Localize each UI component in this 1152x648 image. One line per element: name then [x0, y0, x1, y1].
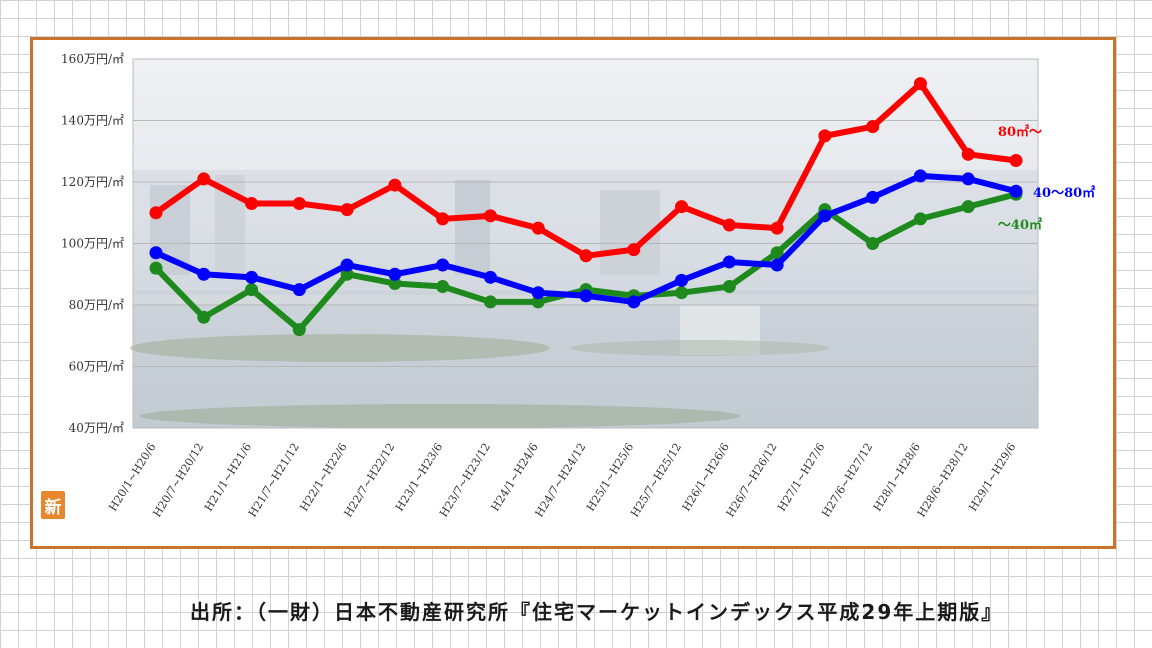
- x-tick-label: H25/1~H25/6: [584, 441, 636, 514]
- data-point: [1009, 184, 1023, 198]
- data-point: [722, 218, 736, 232]
- data-point: [149, 261, 163, 275]
- y-tick-label: 120万円/㎡: [61, 175, 124, 189]
- data-point: [388, 276, 402, 290]
- x-tick-label: H22/7~H22/12: [341, 441, 397, 520]
- data-point: [961, 147, 975, 161]
- series-labels: 80㎡～ 40～80㎡ ～40㎡: [998, 124, 1095, 233]
- plot-area-border: [132, 58, 1039, 429]
- data-point: [245, 270, 259, 284]
- x-tick-label: H26/7~H26/12: [724, 441, 780, 520]
- x-tick-label: H24/1~H24/6: [489, 441, 541, 514]
- x-tick-label: H21/1~H21/6: [202, 441, 254, 514]
- data-point: [340, 267, 354, 281]
- data-point: [913, 212, 927, 226]
- data-point: [245, 197, 259, 211]
- line-chart: 160万円/㎡ 140万円/㎡ 120万円/㎡ 100万円/㎡ 80万円/㎡ 60万円/㎡…: [61, 52, 1095, 520]
- data-point: [1009, 153, 1023, 167]
- x-tick-label: H22/1~H22/6: [297, 441, 349, 514]
- data-point: [436, 212, 450, 226]
- series-label: 40～80㎡: [1033, 185, 1095, 201]
- x-tick-label: H20/1~H20/6: [106, 441, 158, 514]
- data-point: [483, 270, 497, 284]
- series-label: 80㎡～: [998, 124, 1042, 140]
- x-tick-label: H26/1~H26/6: [680, 441, 732, 514]
- x-tick-label: H20/7~H20/12: [150, 441, 206, 520]
- data-point: [531, 221, 545, 235]
- data-point: [770, 258, 784, 272]
- data-point: [531, 286, 545, 300]
- data-point: [866, 237, 880, 250]
- data-point: [245, 283, 259, 297]
- data-point: [818, 209, 832, 223]
- data-point: [675, 200, 689, 214]
- data-point: [197, 310, 211, 324]
- data-point: [579, 249, 593, 263]
- y-tick-label: 60万円/㎡: [69, 360, 124, 374]
- x-tick-label: H29/1~H29/6: [966, 441, 1018, 514]
- data-point: [866, 120, 880, 134]
- data-point: [866, 190, 880, 204]
- grid-lines: [132, 58, 1039, 429]
- x-tick-label: H27/1~H27/6: [775, 441, 827, 514]
- x-tick-label: H24/7~H24/12: [533, 441, 589, 520]
- data-point: [149, 206, 163, 220]
- data-point: [675, 273, 689, 287]
- data-point: [388, 178, 402, 192]
- data-point: [436, 280, 450, 294]
- y-axis-ticks: 160万円/㎡ 140万円/㎡ 120万円/㎡ 100万円/㎡ 80万円/㎡ 60万円/㎡…: [61, 52, 124, 435]
- data-point: [675, 286, 689, 300]
- x-axis-ticks: H20/1~H20/6H20/7~H20/12H21/1~H21/6H21/7~…: [106, 441, 1018, 520]
- data-point: [722, 280, 736, 294]
- data-point: [770, 246, 784, 260]
- x-tick-label: H21/7~H21/12: [246, 441, 302, 520]
- data-point: [483, 295, 497, 309]
- data-point: [340, 203, 354, 217]
- source-citation: 出所：（一財）日本不動産研究所『住宅マーケットインデックス平成29年上期版』: [190, 600, 1004, 624]
- x-tick-label: H25/7~H25/12: [628, 441, 684, 520]
- data-point: [483, 209, 497, 223]
- y-tick-label: 160万円/㎡: [61, 52, 124, 66]
- data-point: [961, 172, 975, 186]
- y-tick-label: 80万円/㎡: [69, 298, 124, 312]
- x-tick-label: H23/1~H23/6: [393, 441, 445, 514]
- new-badge: 新: [41, 491, 65, 519]
- data-point: [579, 289, 593, 303]
- data-point: [770, 221, 784, 235]
- data-point: [388, 267, 402, 281]
- data-point: [722, 255, 736, 269]
- data-point: [149, 246, 163, 260]
- data-point: [292, 323, 306, 337]
- x-tick-label: H27/6~H27/12: [819, 441, 875, 520]
- data-point: [913, 77, 927, 91]
- data-point: [292, 283, 306, 297]
- data-point: [961, 200, 975, 214]
- data-point: [913, 169, 927, 183]
- data-point: [340, 258, 354, 272]
- data-point: [197, 267, 211, 281]
- data-point: [436, 258, 450, 272]
- y-tick-label: 100万円/㎡: [61, 237, 124, 251]
- x-tick-label: H28/1~H28/6: [871, 441, 923, 514]
- x-tick-label: H23/7~H23/12: [437, 441, 493, 520]
- data-point: [627, 295, 641, 309]
- data-point: [627, 243, 641, 257]
- y-tick-label: 140万円/㎡: [61, 114, 124, 128]
- data-point: [292, 197, 306, 211]
- series: [149, 77, 1023, 337]
- series-label: ～40㎡: [998, 217, 1042, 233]
- x-tick-label: H28/6~H28/12: [915, 441, 971, 520]
- data-point: [531, 295, 545, 309]
- y-tick-label: 40万円/㎡: [69, 421, 124, 435]
- data-point: [197, 172, 211, 186]
- data-point: [818, 129, 832, 143]
